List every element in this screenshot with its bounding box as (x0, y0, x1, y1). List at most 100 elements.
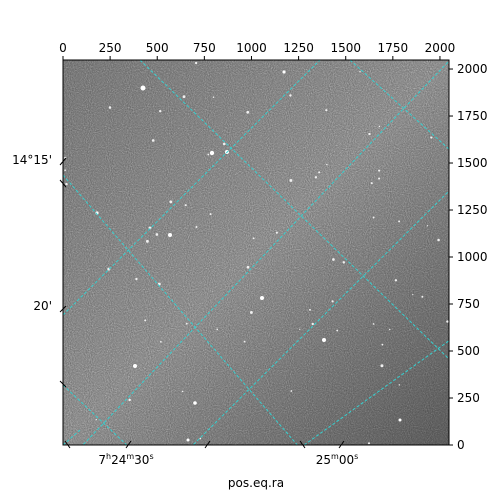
star (182, 95, 186, 99)
star (325, 109, 328, 112)
star (290, 390, 293, 392)
right-pixel-axis: 0 250 500 750 1000 1250 1500 1750 2000 (449, 62, 488, 452)
star (394, 279, 398, 282)
star (159, 341, 162, 343)
star (133, 364, 137, 368)
bottom-ra-axis: 7h24m30s 25m00s (64, 440, 359, 467)
star (252, 237, 255, 240)
grid-line (192, 190, 449, 445)
star (184, 204, 187, 207)
star (367, 442, 371, 445)
star (108, 106, 112, 109)
star (389, 328, 391, 331)
star (64, 169, 66, 172)
star (289, 94, 292, 97)
star (326, 163, 328, 166)
star (378, 169, 381, 172)
top-tick-label: 0 (59, 41, 67, 55)
stars (64, 61, 449, 445)
star (199, 437, 202, 440)
star (212, 96, 215, 98)
star (275, 231, 278, 234)
star (370, 182, 373, 185)
plot-frame (62, 59, 450, 446)
star (398, 418, 402, 422)
star (314, 176, 318, 179)
star (151, 139, 155, 142)
star (246, 110, 250, 114)
star (209, 150, 215, 156)
star (378, 177, 381, 180)
star (195, 226, 198, 229)
right-tick-label: 0 (457, 438, 465, 452)
right-tick-label: 1750 (457, 109, 488, 123)
star (398, 384, 401, 386)
star (193, 401, 197, 405)
star (95, 418, 97, 421)
star (332, 258, 335, 261)
right-tick-label: 1000 (457, 250, 488, 264)
star (222, 142, 226, 146)
star (169, 200, 173, 204)
grid-line (82, 60, 449, 445)
right-tick-label: 750 (457, 297, 480, 311)
star (260, 296, 264, 300)
star (246, 265, 250, 269)
top-tick-label: 500 (146, 41, 169, 55)
top-tick-label: 1000 (236, 41, 267, 55)
star (207, 153, 210, 156)
star (426, 225, 429, 227)
right-tick-label: 1250 (457, 203, 488, 217)
star (342, 261, 346, 264)
star (140, 85, 146, 91)
star (249, 311, 253, 314)
top-pixel-axis: 0 250 500 750 1000 1250 1500 1750 2000 (59, 41, 455, 60)
top-tick-label: 250 (99, 41, 122, 55)
star (148, 226, 152, 230)
star (168, 233, 172, 237)
star (282, 70, 286, 74)
dec-label-15: 14°15' (12, 153, 52, 167)
star (216, 328, 219, 331)
grid-line (63, 429, 81, 445)
right-tick-label: 1500 (457, 156, 488, 170)
star (155, 233, 159, 236)
grid-line (63, 60, 321, 316)
top-tick-label: 1750 (378, 41, 409, 55)
star (372, 216, 375, 219)
top-tick-label: 1500 (330, 41, 361, 55)
star (289, 179, 293, 182)
grid-line (139, 60, 449, 360)
right-tick-label: 2000 (457, 62, 488, 76)
star (309, 308, 311, 311)
star (65, 182, 68, 186)
left-dec-axis: 14°15' 20' (12, 153, 67, 388)
star (398, 220, 401, 223)
star (181, 390, 184, 393)
star (446, 320, 449, 323)
star (159, 109, 162, 113)
star (185, 322, 188, 325)
star (194, 61, 198, 65)
right-tick-label: 250 (457, 391, 480, 405)
star (380, 364, 384, 368)
top-tick-label: 750 (193, 41, 216, 55)
grid-line (63, 384, 128, 445)
grid-line (349, 60, 449, 150)
ra-label-25m00s: 25m00s (316, 452, 359, 467)
right-tick-label: 500 (457, 344, 480, 358)
star (421, 295, 424, 298)
star (372, 323, 375, 325)
grid-line (303, 340, 449, 445)
star (318, 171, 321, 174)
star (359, 71, 361, 73)
star (331, 300, 334, 303)
star (299, 328, 301, 330)
star (368, 132, 371, 136)
grid-line (63, 174, 299, 445)
star (381, 343, 384, 346)
star (311, 322, 314, 326)
coordinate-grid (63, 60, 449, 445)
star (412, 294, 414, 296)
